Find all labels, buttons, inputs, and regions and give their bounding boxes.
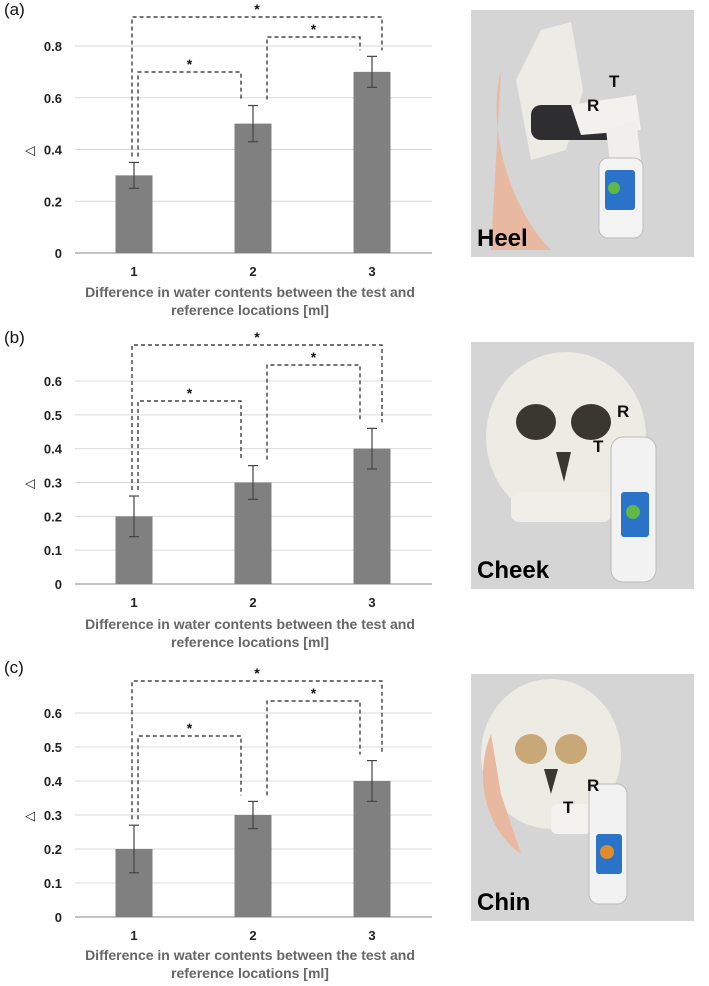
x-tick-label: 3 (368, 264, 375, 279)
y-tick-label: 0.1 (44, 543, 62, 558)
bar-chart: 0 0.1 0.2 0.3 0.4 0.5 0.6 ◁ 1 2 3 * * * (25, 665, 432, 943)
panel-letter: (c) (4, 658, 24, 677)
x-tick-label: 2 (249, 928, 256, 943)
bar (353, 448, 391, 584)
y-tick-label: 0.4 (44, 774, 63, 789)
y-tick-label: 0.4 (44, 143, 63, 158)
x-tick-label: 1 (130, 928, 137, 943)
significance-star: * (254, 665, 260, 681)
x-axis-label: Difference in water contents between the… (40, 283, 460, 319)
x-axis-label-line: reference locations [ml] (171, 302, 329, 318)
skull-cheek-illustration (486, 352, 657, 583)
y-tick-label: 0.5 (44, 408, 62, 423)
panel-letter: (b) (4, 328, 25, 347)
bar (353, 781, 391, 917)
marker-r: R (587, 776, 600, 795)
x-axis-label-line: Difference in water contents between the… (85, 616, 415, 632)
photo-label: Chin (477, 889, 531, 916)
bar (234, 123, 272, 253)
significance-bracket (266, 36, 361, 100)
skull-chin-illustration (481, 679, 628, 905)
bar-chart: 0 0.2 0.4 0.6 0.8 ◁ 1 2 3 * * * (25, 1, 432, 279)
significance-star: * (254, 329, 260, 345)
significance-bracket (266, 700, 361, 796)
panel-b: (b) 0 0.1 0.2 0.3 0.4 0.5 0.6 ◁ 1 2 3 * * * Differenc… (0, 328, 709, 656)
marker-t: T (593, 437, 604, 456)
y-tick-label: 0.4 (44, 442, 63, 457)
y-axis-label: ◁ (25, 143, 35, 158)
x-tick-label: 2 (249, 264, 256, 279)
x-tick-label: 3 (368, 595, 375, 610)
significance-bracket (137, 735, 242, 820)
device-photo: R T Cheek (471, 342, 694, 589)
y-tick-label: 0.1 (44, 876, 62, 891)
significance-bracket (131, 16, 383, 157)
x-axis-label-line: reference locations [ml] (171, 965, 329, 981)
x-tick-label: 3 (368, 928, 375, 943)
bar-chart: 0 0.1 0.2 0.3 0.4 0.5 0.6 ◁ 1 2 3 * * * (25, 329, 432, 610)
significance-bracket (137, 71, 242, 157)
y-tick-label: 0.3 (44, 476, 62, 491)
x-axis-label: Difference in water contents between the… (40, 615, 460, 651)
heel-device-illustration (491, 22, 644, 250)
y-tick-label: 0.8 (44, 39, 62, 54)
marker-r: R (617, 402, 630, 421)
y-tick-label: 0.3 (44, 808, 62, 823)
x-axis-label-line: Difference in water contents between the… (85, 284, 415, 300)
y-tick-label: 0.6 (44, 706, 62, 721)
x-tick-label: 1 (130, 264, 137, 279)
photo-label: Cheek (477, 557, 550, 584)
y-tick-label: 0.6 (44, 374, 62, 389)
marker-r: R (587, 96, 600, 115)
panel-c: (c) 0 0.1 0.2 0.3 0.4 0.5 0.6 ◁ 1 2 3 * * * Differenc… (0, 658, 709, 986)
significance-star: * (187, 720, 193, 736)
x-tick-label: 1 (130, 595, 137, 610)
significance-bracket (266, 364, 361, 460)
significance-star: * (254, 1, 260, 17)
y-tick-label: 0 (55, 577, 62, 592)
significance-star: * (311, 685, 317, 701)
photo-label: Heel (477, 225, 528, 252)
significance-star: * (187, 56, 193, 72)
bar (353, 71, 391, 253)
y-axis-label: ◁ (25, 808, 35, 823)
significance-star: * (311, 349, 317, 365)
panel-letter: (a) (4, 0, 25, 19)
bar (234, 815, 272, 917)
y-tick-label: 0.2 (44, 194, 62, 209)
marker-t: T (609, 72, 620, 91)
significance-bracket (131, 680, 383, 820)
significance-bracket (131, 344, 383, 491)
device-photo: R T Chin (471, 674, 694, 921)
marker-t: T (563, 798, 574, 817)
y-tick-label: 0 (55, 910, 62, 925)
y-tick-label: 0 (55, 246, 62, 261)
device-photo: T R Heel (471, 10, 694, 257)
significance-star: * (311, 21, 317, 37)
x-axis-label: Difference in water contents between the… (40, 946, 460, 982)
y-tick-label: 0.5 (44, 740, 62, 755)
x-axis-label-line: Difference in water contents between the… (85, 947, 415, 963)
panel-a: (a) 0 0.2 0.4 0.6 0.8 ◁ 1 2 3 * * * Difference in w… (0, 0, 709, 328)
y-tick-label: 0.6 (44, 91, 62, 106)
y-tick-label: 0.2 (44, 842, 62, 857)
significance-bracket (137, 400, 242, 491)
y-axis-label: ◁ (25, 476, 35, 491)
x-tick-label: 2 (249, 595, 256, 610)
x-axis-label-line: reference locations [ml] (171, 634, 329, 650)
significance-star: * (187, 385, 193, 401)
y-tick-label: 0.2 (44, 509, 62, 524)
